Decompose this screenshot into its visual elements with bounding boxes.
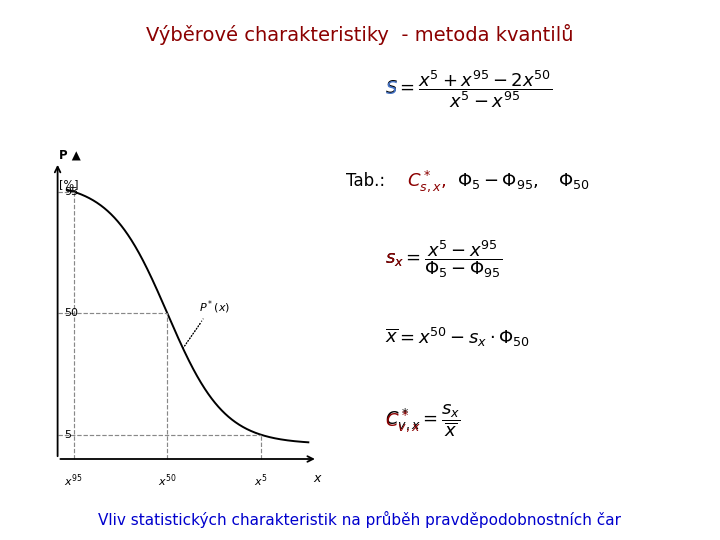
Text: $\boldsymbol{s_x}$: $\boldsymbol{s_x}$	[385, 250, 404, 268]
Text: [%]: [%]	[59, 179, 78, 190]
Text: Vliv statistických charakteristik na průběh pravděpodobnostních čar: Vliv statistických charakteristik na prů…	[99, 511, 621, 528]
Text: P ▲: P ▲	[59, 149, 81, 162]
Text: 5: 5	[64, 430, 71, 440]
Text: $\mathit{S}$: $\mathit{S}$	[385, 80, 398, 98]
Text: $P^*(x)$: $P^*(x)$	[199, 298, 230, 316]
Text: $s_x = \dfrac{x^5 - x^{95}}{\Phi_5 - \Phi_{95}}$: $s_x = \dfrac{x^5 - x^{95}}{\Phi_5 - \Ph…	[385, 238, 503, 280]
Text: $C^*_{v,x} = \dfrac{s_x}{\overline{x}}$: $C^*_{v,x} = \dfrac{s_x}{\overline{x}}$	[385, 403, 461, 440]
Text: $x$: $x$	[312, 472, 323, 485]
Text: $\overline{x} = x^{50} - s_x \cdot \Phi_{50}$: $\overline{x} = x^{50} - s_x \cdot \Phi_…	[385, 326, 530, 349]
Text: $\boldsymbol{C^*_{v,x}}$: $\boldsymbol{C^*_{v,x}}$	[385, 408, 421, 434]
Text: 50: 50	[64, 308, 78, 318]
Text: $x^{50}$: $x^{50}$	[158, 472, 176, 489]
Text: $x^5$: $x^5$	[254, 472, 268, 489]
Text: 95: 95	[64, 187, 78, 197]
Text: Výběrové charakteristiky  - metoda kvantilů: Výběrové charakteristiky - metoda kvanti…	[146, 24, 574, 45]
Text: $\Phi_5 - \Phi_{95},$: $\Phi_5 - \Phi_{95},$	[457, 171, 539, 191]
Text: $\Phi_{50}$: $\Phi_{50}$	[558, 171, 590, 191]
Text: $C^*_{s,x},$: $C^*_{s,x},$	[407, 168, 446, 194]
Text: $\mathit{S} = \dfrac{x^5 + x^{95} - 2x^{50}}{x^5 - x^{95}}$: $\mathit{S} = \dfrac{x^5 + x^{95} - 2x^{…	[385, 68, 552, 110]
Text: Tab.:: Tab.:	[346, 172, 384, 190]
Text: $x^{95}$: $x^{95}$	[64, 472, 83, 489]
